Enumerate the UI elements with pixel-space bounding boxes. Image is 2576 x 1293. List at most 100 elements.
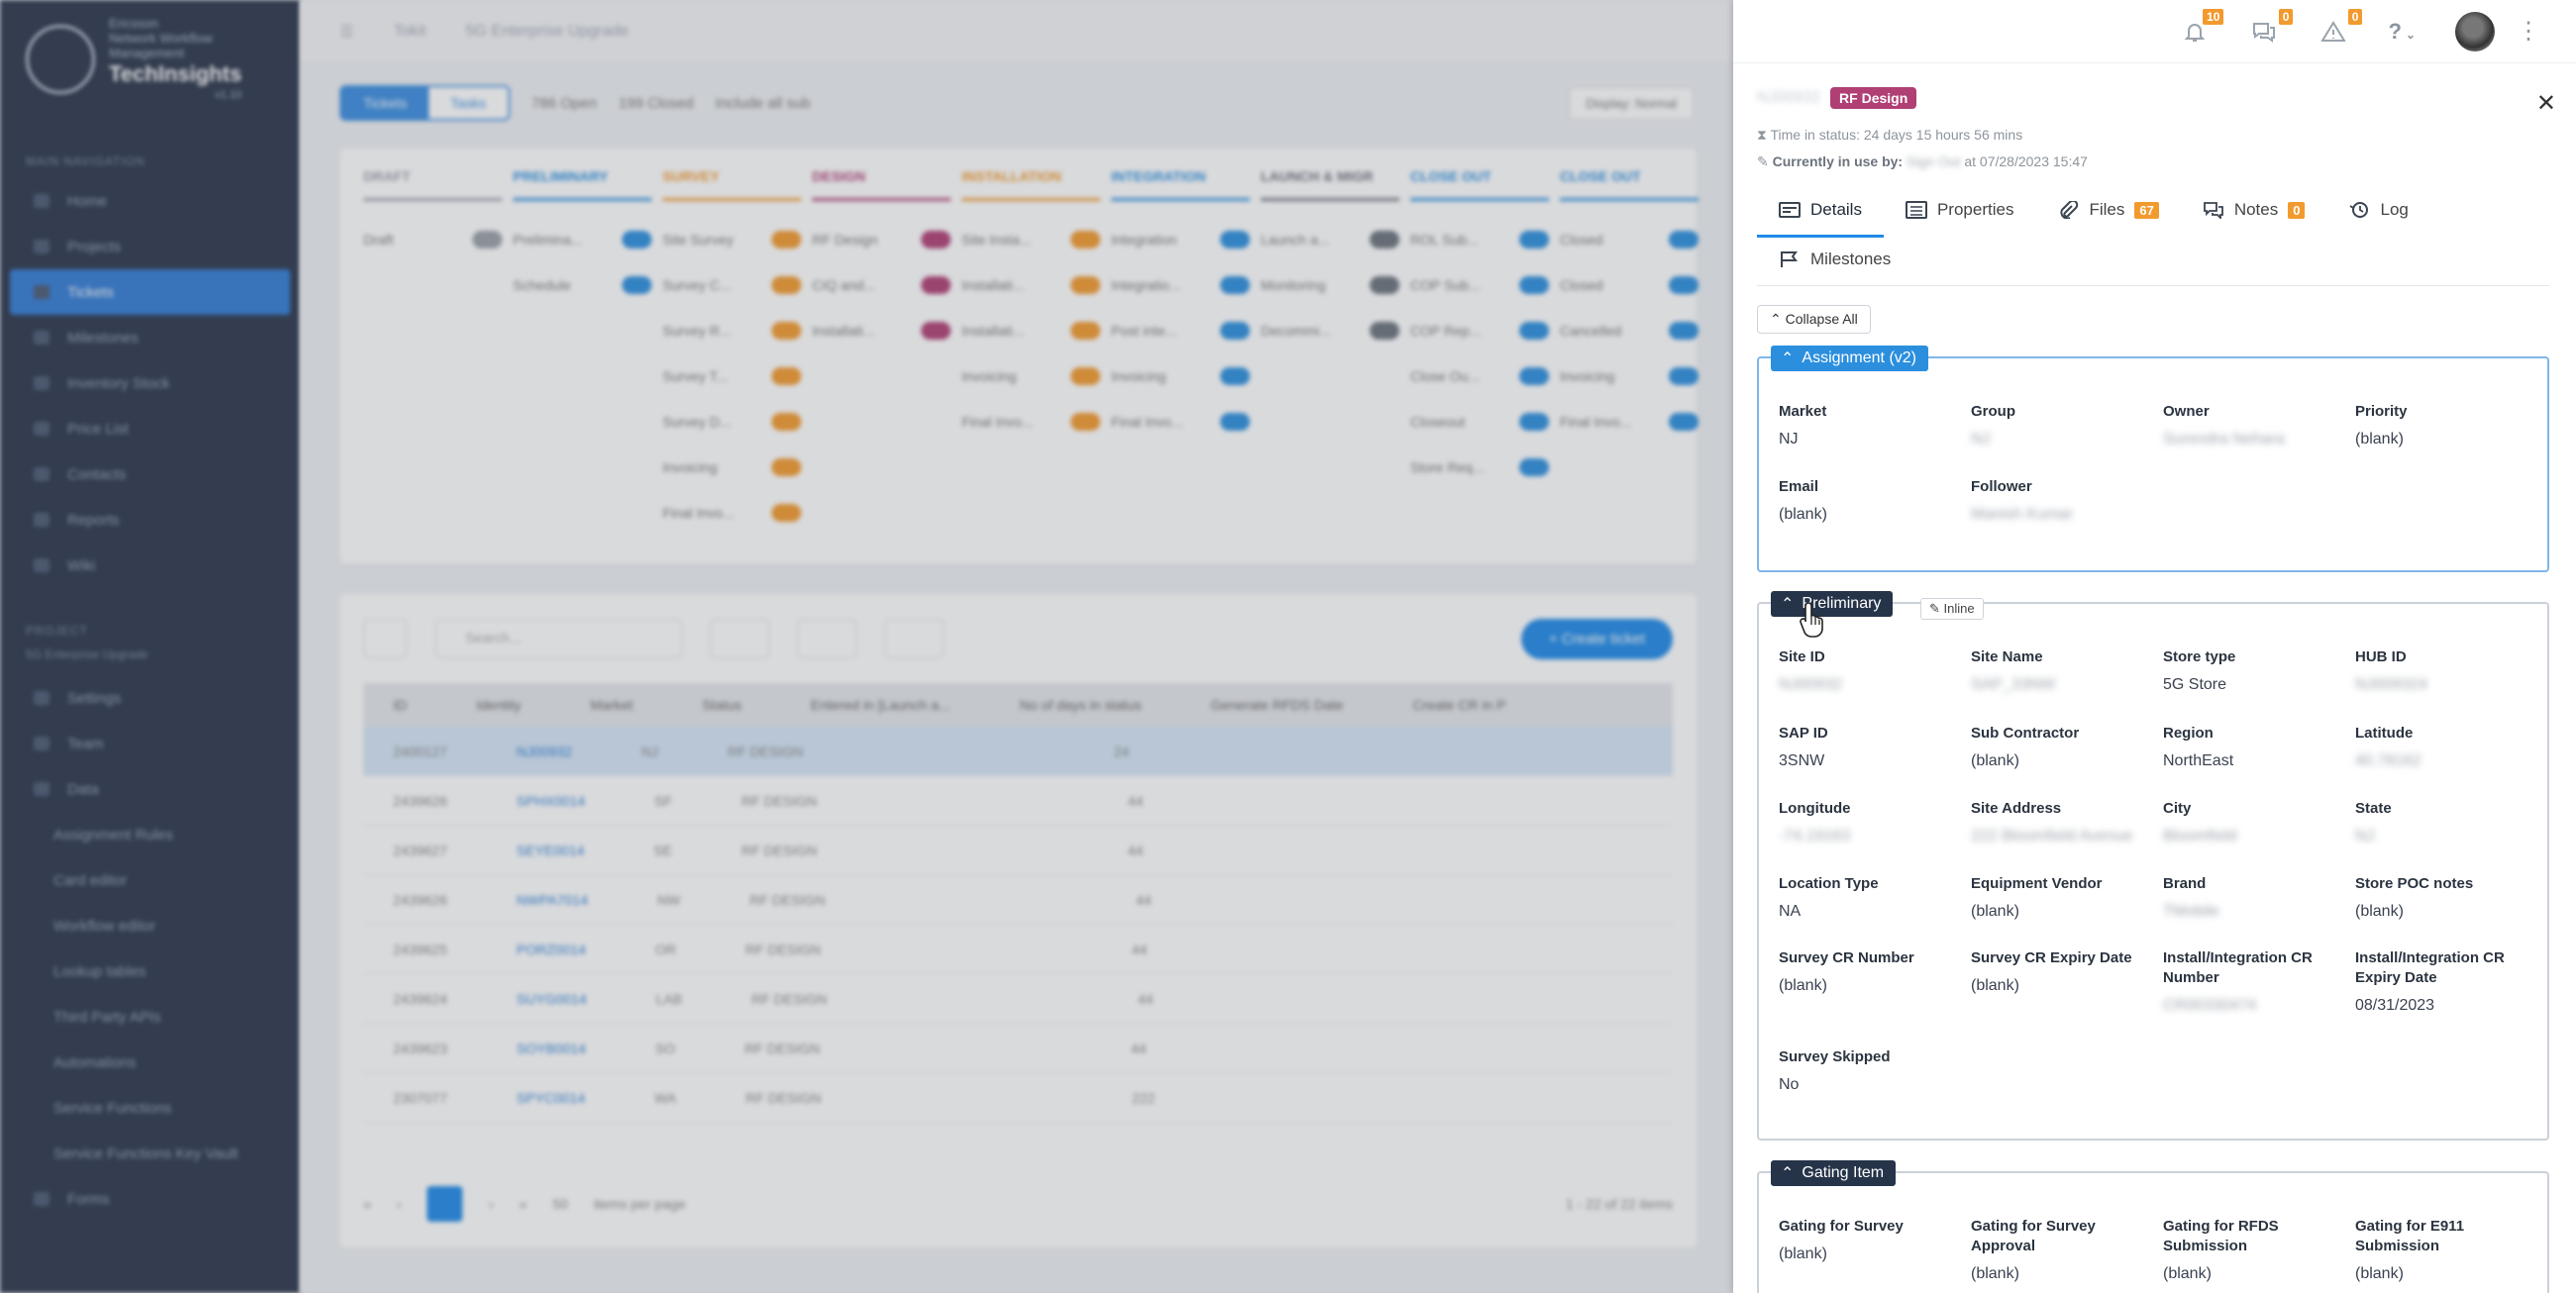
project-selector[interactable]: 5G Enterprise Upgrade <box>465 22 629 40</box>
field-value[interactable]: NJ00932 <box>1779 676 1843 693</box>
stage-status-item[interactable]: CIQ and... <box>812 262 951 308</box>
field-value[interactable]: No <box>1779 1076 1800 1093</box>
field-value[interactable]: Bloomfield <box>2163 828 2237 845</box>
column-header[interactable]: Generate RFDS Date <box>1210 697 1344 713</box>
sidebar-item-contacts[interactable]: Contacts <box>0 451 300 497</box>
field-value[interactable]: NJ <box>1971 431 1991 448</box>
tasks-view-button[interactable]: Tasks <box>428 87 508 119</box>
tab-log[interactable]: Log <box>2326 188 2429 232</box>
stage-status-item[interactable]: Site Insta... <box>962 217 1100 262</box>
column-header[interactable]: Status <box>701 697 742 713</box>
stage-status-item[interactable]: Survey D... <box>663 399 801 445</box>
column-header[interactable]: Create CR in P <box>1412 697 1506 713</box>
notifications-bell-icon[interactable]: 10 <box>2180 8 2224 47</box>
field-value[interactable]: NA <box>1779 903 1802 920</box>
column-header[interactable]: No of days in status <box>1019 697 1142 713</box>
stage-status-item[interactable]: COP Sub... <box>1410 262 1549 308</box>
sidebar-item-reports[interactable]: Reports <box>0 497 300 543</box>
sidebar-item-projects[interactable]: Projects <box>0 224 300 269</box>
stage-status-item[interactable]: Closeout <box>1410 399 1549 445</box>
open-count[interactable]: 786 Open <box>531 94 597 112</box>
inline-edit-button[interactable]: ✎ Inline <box>1920 598 1984 620</box>
stage-status-item[interactable]: Closed <box>1560 262 1699 308</box>
help-menu[interactable]: ? ⌄ <box>2388 19 2416 45</box>
sidebar-item-service-functions-vault[interactable]: Service Functions Key Vault <box>0 1131 300 1176</box>
user-avatar[interactable] <box>2455 11 2495 51</box>
sidebar-item-price-list[interactable]: Price List <box>0 406 300 451</box>
more-vertical-icon[interactable]: ⋮ <box>2517 17 2540 45</box>
sidebar-item-tickets[interactable]: Tickets <box>10 269 290 315</box>
field-value[interactable]: NJ009324 <box>2355 676 2427 693</box>
field-value[interactable]: (blank) <box>1971 903 2019 920</box>
sidebar-item-home[interactable]: Home <box>0 178 300 224</box>
sidebar-item-lookup-tables[interactable]: Lookup tables <box>0 948 300 994</box>
stage-status-item[interactable]: Monitoring <box>1261 262 1399 308</box>
sidebar-item-milestones[interactable]: Milestones <box>0 315 300 360</box>
stage-status-item[interactable]: Close Ou... <box>1410 353 1549 399</box>
stage-status-item[interactable]: Survey C... <box>663 262 801 308</box>
current-page-button[interactable] <box>427 1186 464 1222</box>
field-value[interactable]: (blank) <box>1779 977 1827 994</box>
tab-notes[interactable]: Notes 0 <box>2181 188 2327 232</box>
stage-status-item[interactable]: Decommi... <box>1261 308 1399 353</box>
field-value[interactable]: 5G Store <box>2163 676 2227 693</box>
stage-status-item[interactable]: Store Req... <box>1410 445 1549 490</box>
stage-status-item[interactable]: Site Survey <box>663 217 801 262</box>
table-cell-identity[interactable]: SOYB0014 <box>516 1040 586 1056</box>
display-select[interactable]: Display: Normal <box>1569 86 1694 120</box>
stage-status-item[interactable]: Invoicing <box>1560 353 1699 399</box>
tab-milestones[interactable]: Milestones <box>1757 238 1912 281</box>
field-value[interactable]: -74.19163 <box>1779 828 1851 845</box>
table-row[interactable]: 2439624 SUYG0014 LAB RF DESIGN 44 <box>363 974 1673 1024</box>
field-value[interactable]: (blank) <box>2163 1265 2212 1282</box>
table-row[interactable]: 2307077 SPYC0014 WA RF DESIGN 222 <box>363 1073 1673 1123</box>
field-value[interactable]: (blank) <box>1779 506 1827 523</box>
table-cell-identity[interactable]: SPYC0014 <box>516 1089 585 1106</box>
last-page-button[interactable]: » <box>519 1196 527 1212</box>
collapse-all-button[interactable]: ⌃ Collapse All <box>1757 305 1871 334</box>
field-value[interactable]: (blank) <box>1971 977 2019 994</box>
breadcrumb[interactable]: Tokit <box>393 22 427 40</box>
sidebar-item-workflow-editor[interactable]: Workflow editor <box>0 903 300 948</box>
stage-status-item[interactable]: Launch a... <box>1261 217 1399 262</box>
field-value[interactable]: (blank) <box>1779 1245 1827 1262</box>
close-icon[interactable]: ✕ <box>2535 90 2556 117</box>
menu-icon[interactable]: ☰ <box>340 23 355 41</box>
stage-status-item[interactable]: Survey R... <box>663 308 801 353</box>
stage-status-item[interactable]: Schedule <box>513 262 652 308</box>
messages-icon[interactable]: 0 <box>2249 8 2294 47</box>
stage-status-item[interactable]: Final Invo... <box>1560 399 1699 445</box>
columns-button[interactable] <box>884 619 944 658</box>
create-ticket-button[interactable]: + Create ticket <box>1520 618 1673 659</box>
field-value[interactable]: (blank) <box>2355 903 2404 920</box>
stage-status-item[interactable]: Invoicing <box>1111 353 1250 399</box>
stage-status-item[interactable]: Final Invo... <box>663 490 801 536</box>
table-cell-identity[interactable]: PORZ0014 <box>516 941 586 957</box>
sidebar-item-assignment-rules[interactable]: Assignment Rules <box>0 812 300 857</box>
table-cell-identity[interactable]: NJ00932 <box>516 743 572 759</box>
sidebar-item-automations[interactable]: Automations <box>0 1040 300 1085</box>
stage-status-item[interactable]: Cancelled <box>1560 308 1699 353</box>
prev-page-button[interactable]: ‹ <box>396 1196 402 1212</box>
field-value[interactable]: (blank) <box>1971 1265 2019 1282</box>
tab-details[interactable]: Details <box>1757 188 1884 238</box>
field-value[interactable]: NJ <box>1779 431 1799 448</box>
modal-overlay[interactable] <box>0 0 1733 1293</box>
stage-status-item[interactable]: Draft <box>363 217 502 262</box>
include-sub-toggle[interactable]: Include all sub <box>715 94 811 112</box>
column-header[interactable]: Identity <box>476 697 522 713</box>
field-value[interactable]: Surendra Nehara <box>2163 431 2285 448</box>
closed-count[interactable]: 199 Closed <box>618 94 694 112</box>
page-size-select[interactable]: 50 <box>552 1196 568 1212</box>
export-button[interactable] <box>797 619 857 658</box>
stage-status-item[interactable]: Final Invo... <box>962 399 1100 445</box>
stage-status-item[interactable]: Invoicing <box>663 445 801 490</box>
sidebar-item-forms[interactable]: Forms <box>0 1176 300 1222</box>
field-value[interactable]: Manish Kumar <box>1971 506 2074 523</box>
stage-status-item[interactable]: Closed <box>1560 217 1699 262</box>
table-row[interactable]: 2439626 NWPA7014 NW RF DESIGN 44 <box>363 875 1673 925</box>
preliminary-section-toggle[interactable]: ⌃ Preliminary <box>1771 591 1894 617</box>
stage-status-item[interactable]: Installati... <box>812 308 951 353</box>
assignment-section-toggle[interactable]: ⌃ Assignment (v2) <box>1771 346 1928 371</box>
sidebar-item-inventory[interactable]: Inventory Stock <box>0 360 300 406</box>
